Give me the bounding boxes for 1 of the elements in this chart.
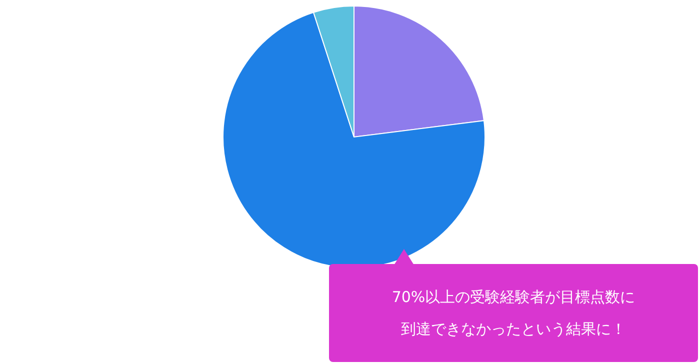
text: 70%以上の受験経験者が目標点数に到達できなかったという結果に！ [390,287,636,340]
